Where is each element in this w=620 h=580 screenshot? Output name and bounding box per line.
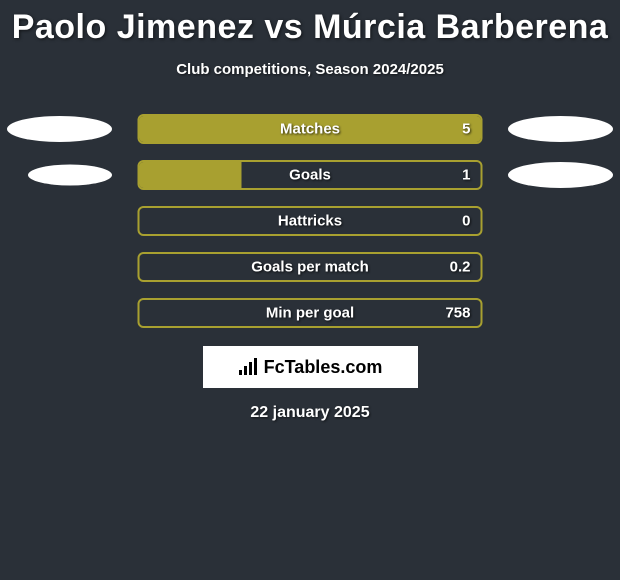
stat-row-matches: Matches 5	[0, 114, 620, 144]
stat-value: 0.2	[450, 259, 471, 276]
bar-chart-icon	[238, 358, 260, 376]
stat-row-goals: Goals 1	[0, 160, 620, 190]
bar: Goals per match 0.2	[138, 252, 483, 282]
right-marker	[508, 162, 613, 188]
stat-value: 5	[462, 121, 470, 138]
source-logo: FcTables.com	[203, 346, 418, 388]
bar: Matches 5	[138, 114, 483, 144]
stat-row-hattricks: Hattricks 0	[0, 206, 620, 236]
left-marker	[28, 165, 112, 186]
left-marker	[7, 116, 112, 142]
stat-label: Matches	[280, 121, 340, 138]
stat-label: Min per goal	[266, 305, 354, 322]
stat-label: Goals per match	[251, 259, 369, 276]
stat-label: Hattricks	[278, 213, 342, 230]
bar: Goals 1	[138, 160, 483, 190]
stat-label: Goals	[289, 167, 331, 184]
bar: Min per goal 758	[138, 298, 483, 328]
comparison-chart: Matches 5 Goals 1 Hattricks 0 Goals per …	[0, 114, 620, 328]
logo-text: FcTables.com	[264, 357, 383, 378]
stat-value: 0	[462, 213, 470, 230]
date-label: 22 january 2025	[0, 404, 620, 422]
right-marker	[508, 116, 613, 142]
bar-fill	[140, 162, 242, 188]
bar: Hattricks 0	[138, 206, 483, 236]
subtitle: Club competitions, Season 2024/2025	[0, 61, 620, 78]
page-title: Paolo Jimenez vs Múrcia Barberena	[0, 0, 620, 47]
logo-inner: FcTables.com	[238, 357, 383, 378]
stat-value: 1	[462, 167, 470, 184]
stat-row-goals-per-match: Goals per match 0.2	[0, 252, 620, 282]
stat-value: 758	[445, 305, 470, 322]
stat-row-min-per-goal: Min per goal 758	[0, 298, 620, 328]
